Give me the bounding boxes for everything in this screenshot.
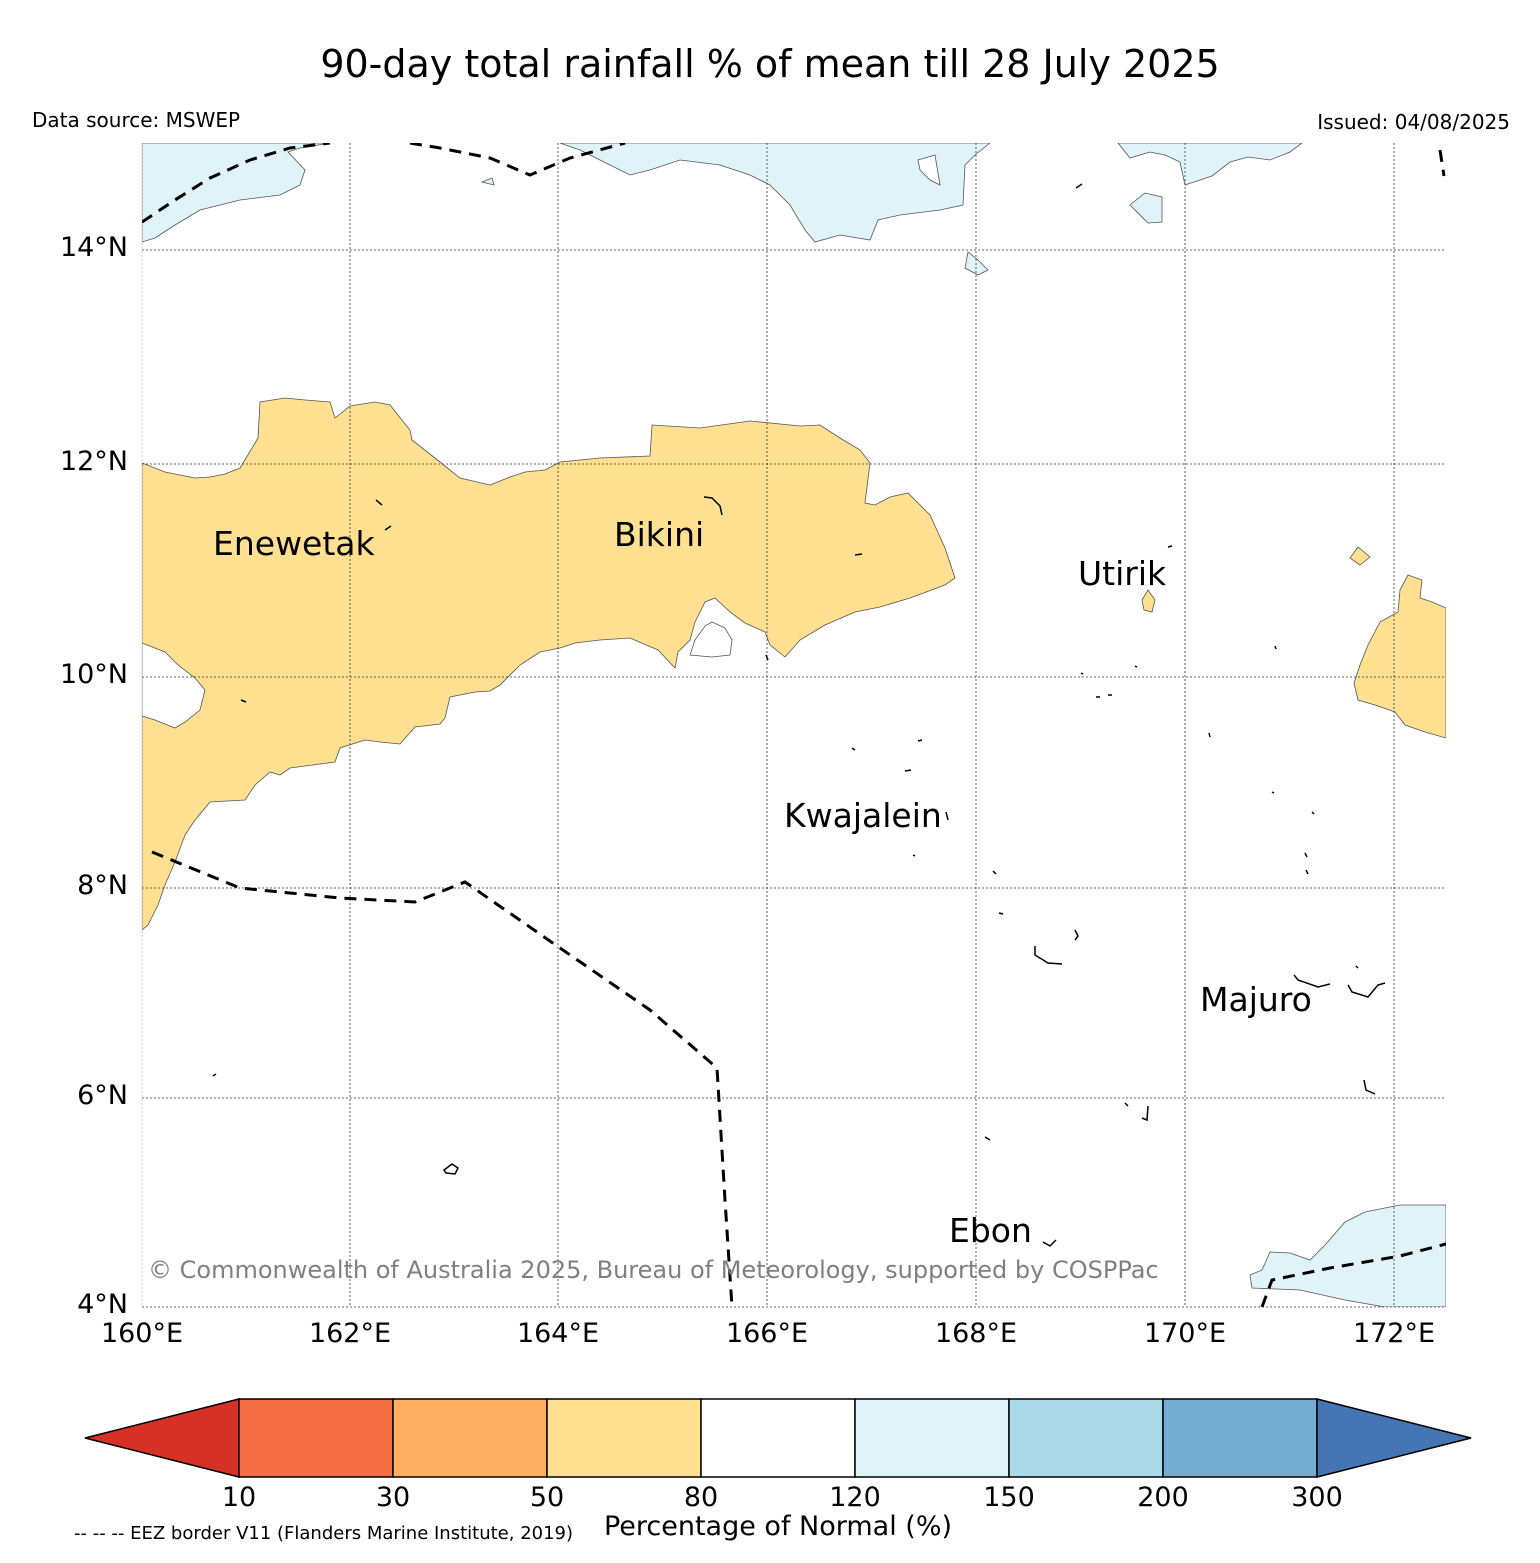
rainfall-region-50-80-small <box>1349 546 1371 566</box>
place-label-kwajalein: Kwajalein <box>784 796 942 835</box>
colorbar-segment-30-50 <box>392 1398 548 1478</box>
colorbar-tick-150: 150 <box>983 1482 1035 1513</box>
rainfall-region-50-80-utirik <box>1141 589 1156 613</box>
lon-label-170e: 170°E <box>1143 1318 1227 1349</box>
colorbar-segment-10-30 <box>238 1398 394 1478</box>
lon-label-172e: 172°E <box>1352 1318 1436 1349</box>
colorbar-tick-30: 30 <box>375 1482 411 1513</box>
rainfall-region-50-80-east <box>1353 574 1446 739</box>
lon-label-160e: 160°E <box>100 1318 184 1349</box>
rainfall-region-120-150-islet-b <box>964 251 989 276</box>
data-source-label: Data source: MSWEP <box>32 108 241 132</box>
colorbar-segment-80-120 <box>700 1398 856 1478</box>
rainfall-region-120-150-islet-c <box>480 177 495 186</box>
rainfall-region-120-150-northwest <box>142 143 331 243</box>
copyright-notice: © Commonwealth of Australia 2025, Bureau… <box>148 1256 1159 1284</box>
colorbar-tick-200: 200 <box>1137 1482 1189 1513</box>
colorbar-title: Percentage of Normal (%) <box>603 1511 953 1542</box>
colorbar-segment-50-80 <box>546 1398 702 1478</box>
issued-date-label: Issued: 04/08/2025 <box>1317 110 1510 134</box>
map-grid <box>141 143 1446 1308</box>
colorbar <box>84 1398 1472 1478</box>
lat-label-4n: 4°N <box>77 1289 128 1320</box>
lon-label-162e: 162°E <box>308 1318 392 1349</box>
eez-border-note: -- -- -- EEZ border V11 (Flanders Marine… <box>74 1523 574 1544</box>
rainfall-region-120-150-southeast <box>1249 1204 1446 1307</box>
colorbar-tick-300: 300 <box>1291 1482 1343 1513</box>
rainfall-region-50-80-lagoon <box>689 621 733 658</box>
map-plot-area <box>142 143 1446 1307</box>
colorbar-tick-50: 50 <box>529 1482 565 1513</box>
place-label-enewetak: Enewetak <box>213 524 376 563</box>
rainfall-region-120-150-northeast <box>1117 143 1303 186</box>
place-label-majuro: Majuro <box>1200 980 1312 1019</box>
colorbar-tick-80: 80 <box>683 1482 719 1513</box>
colorbar-tick-120: 120 <box>829 1482 881 1513</box>
colorbar-segment-120-150 <box>854 1398 1010 1478</box>
lat-label-10n: 10°N <box>59 659 128 690</box>
map-title: 90-day total rainfall % of mean till 28 … <box>320 42 1220 86</box>
rainfall-region-50-80-west <box>142 397 956 931</box>
colorbar-extend-low <box>84 1398 240 1478</box>
lat-label-8n: 8°N <box>77 870 128 901</box>
place-label-utirik: Utirik <box>1078 554 1167 593</box>
rainfall-region-120-150-islet-a <box>1129 192 1163 224</box>
eez-borders <box>142 143 1446 1307</box>
lat-label-12n: 12°N <box>59 446 128 477</box>
colorbar-extend-high <box>1316 1398 1472 1478</box>
lon-label-166e: 166°E <box>725 1318 809 1349</box>
place-label-ebon: Ebon <box>949 1211 1032 1250</box>
lat-label-6n: 6°N <box>77 1080 128 1111</box>
place-label-bikini: Bikini <box>614 515 704 554</box>
lat-label-14n: 14°N <box>59 232 128 263</box>
lon-label-164e: 164°E <box>516 1318 600 1349</box>
colorbar-segment-200-300 <box>1162 1398 1318 1478</box>
colorbar-segment-150-200 <box>1008 1398 1164 1478</box>
lon-label-168e: 168°E <box>934 1318 1018 1349</box>
colorbar-tick-10: 10 <box>221 1482 257 1513</box>
island-outlines <box>212 183 1386 1247</box>
rainfall-region-120-150-north <box>559 143 991 243</box>
